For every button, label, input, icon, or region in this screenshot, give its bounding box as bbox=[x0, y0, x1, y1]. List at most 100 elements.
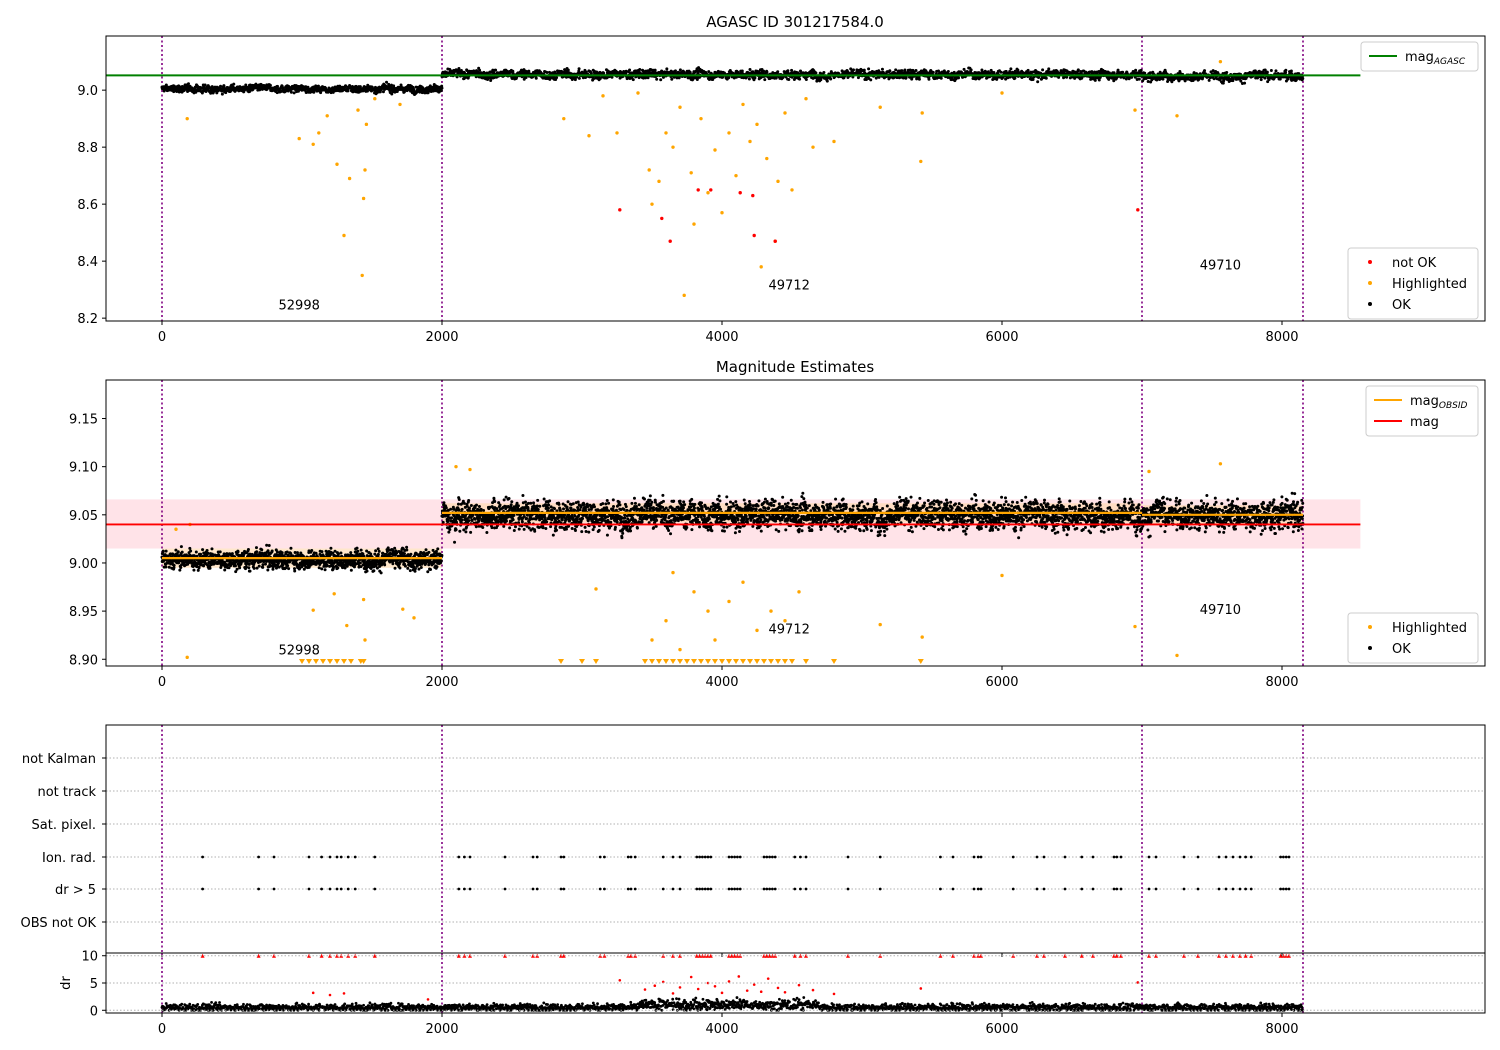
not-ok-point bbox=[751, 193, 755, 198]
ok-point bbox=[598, 76, 602, 80]
ok-point bbox=[552, 75, 556, 79]
ok-point bbox=[1289, 69, 1293, 73]
ok-point bbox=[1009, 67, 1013, 71]
ok-point bbox=[822, 70, 826, 74]
ok-point bbox=[763, 78, 767, 82]
ok-point bbox=[356, 549, 360, 553]
ok-point bbox=[218, 550, 222, 554]
ok-point bbox=[346, 89, 350, 93]
highlighted-point bbox=[562, 116, 566, 121]
ok-point bbox=[577, 76, 581, 80]
ok-point bbox=[374, 549, 378, 553]
highlighted-point bbox=[587, 134, 591, 138]
ok-point bbox=[293, 569, 297, 573]
ok-point bbox=[900, 69, 904, 73]
ok-point bbox=[372, 569, 376, 573]
ok-point bbox=[862, 68, 866, 72]
ok-point bbox=[1112, 79, 1116, 83]
ok-point bbox=[329, 546, 333, 550]
ok-point bbox=[946, 69, 950, 73]
highlighted-point bbox=[342, 233, 346, 238]
ok-point bbox=[339, 551, 343, 555]
ok-point bbox=[188, 546, 192, 550]
ok-point bbox=[369, 552, 373, 556]
ok-point bbox=[931, 70, 935, 74]
ok-point bbox=[172, 566, 176, 570]
ok-point bbox=[235, 567, 239, 571]
ok-point bbox=[248, 569, 252, 573]
ok-point bbox=[819, 78, 823, 82]
ok-point bbox=[992, 70, 996, 74]
ok-point bbox=[232, 82, 236, 86]
ok-point bbox=[1207, 78, 1211, 82]
ok-point bbox=[665, 67, 669, 71]
ok-point bbox=[610, 75, 614, 79]
ok-point bbox=[740, 69, 744, 73]
ok-point bbox=[194, 550, 198, 554]
highlighted-point bbox=[755, 122, 759, 127]
not-ok-point bbox=[752, 233, 756, 238]
highlighted-point bbox=[650, 202, 654, 206]
ok-point bbox=[867, 67, 871, 71]
highlighted-point bbox=[335, 162, 339, 166]
ok-point bbox=[270, 549, 274, 553]
ok-point bbox=[903, 68, 907, 72]
highlighted-point bbox=[713, 148, 717, 152]
ok-point bbox=[254, 546, 258, 550]
not-ok-point bbox=[738, 191, 742, 195]
ok-point bbox=[688, 70, 692, 74]
not-ok-point bbox=[660, 216, 664, 221]
highlighted-point bbox=[325, 114, 329, 118]
ok-point bbox=[457, 66, 461, 70]
highlighted-point bbox=[373, 97, 377, 101]
ok-point bbox=[167, 565, 171, 569]
ok-point bbox=[310, 549, 314, 553]
legend-box bbox=[1360, 41, 1479, 72]
ok-point bbox=[1203, 69, 1207, 73]
ok-point bbox=[1124, 77, 1128, 81]
highlighted-point bbox=[1133, 108, 1137, 112]
ok-point bbox=[374, 563, 378, 567]
ok-point bbox=[223, 568, 227, 572]
ok-point bbox=[980, 68, 984, 72]
highlighted-point bbox=[398, 102, 402, 107]
ok-point bbox=[1093, 78, 1097, 82]
highlighted-point bbox=[765, 156, 769, 161]
ok-point bbox=[260, 548, 264, 552]
y-tick-label: 8.8 bbox=[77, 141, 98, 156]
ok-point bbox=[412, 88, 416, 92]
ok-point bbox=[440, 86, 444, 90]
ok-point bbox=[190, 558, 194, 562]
ok-point bbox=[1044, 76, 1048, 80]
highlighted-point bbox=[811, 145, 815, 149]
highlighted-point bbox=[297, 136, 301, 141]
ok-point bbox=[527, 69, 531, 73]
ok-point bbox=[1166, 79, 1170, 83]
ok-point bbox=[999, 70, 1003, 74]
ok-point bbox=[210, 85, 214, 89]
ok-point bbox=[320, 550, 324, 554]
ok-point bbox=[161, 549, 165, 553]
ok-point bbox=[888, 69, 892, 73]
ok-point bbox=[180, 550, 184, 554]
ok-point bbox=[383, 563, 387, 567]
ok-point bbox=[289, 546, 293, 550]
ok-point bbox=[825, 79, 829, 83]
ok-point bbox=[874, 76, 878, 80]
ok-point bbox=[168, 552, 172, 556]
highlighted-point bbox=[671, 145, 675, 149]
ok-point bbox=[638, 68, 642, 72]
legend-swatch bbox=[1368, 260, 1372, 264]
ok-point bbox=[255, 550, 259, 554]
ok-point bbox=[176, 550, 180, 554]
highlighted-point bbox=[361, 196, 366, 201]
ok-point bbox=[376, 547, 380, 551]
ok-point bbox=[219, 84, 223, 88]
ok-point bbox=[376, 552, 380, 556]
ok-point bbox=[1097, 78, 1101, 82]
ok-point bbox=[359, 548, 363, 552]
obsid-annotation: 49710 bbox=[1200, 259, 1241, 274]
ok-point bbox=[206, 551, 210, 555]
